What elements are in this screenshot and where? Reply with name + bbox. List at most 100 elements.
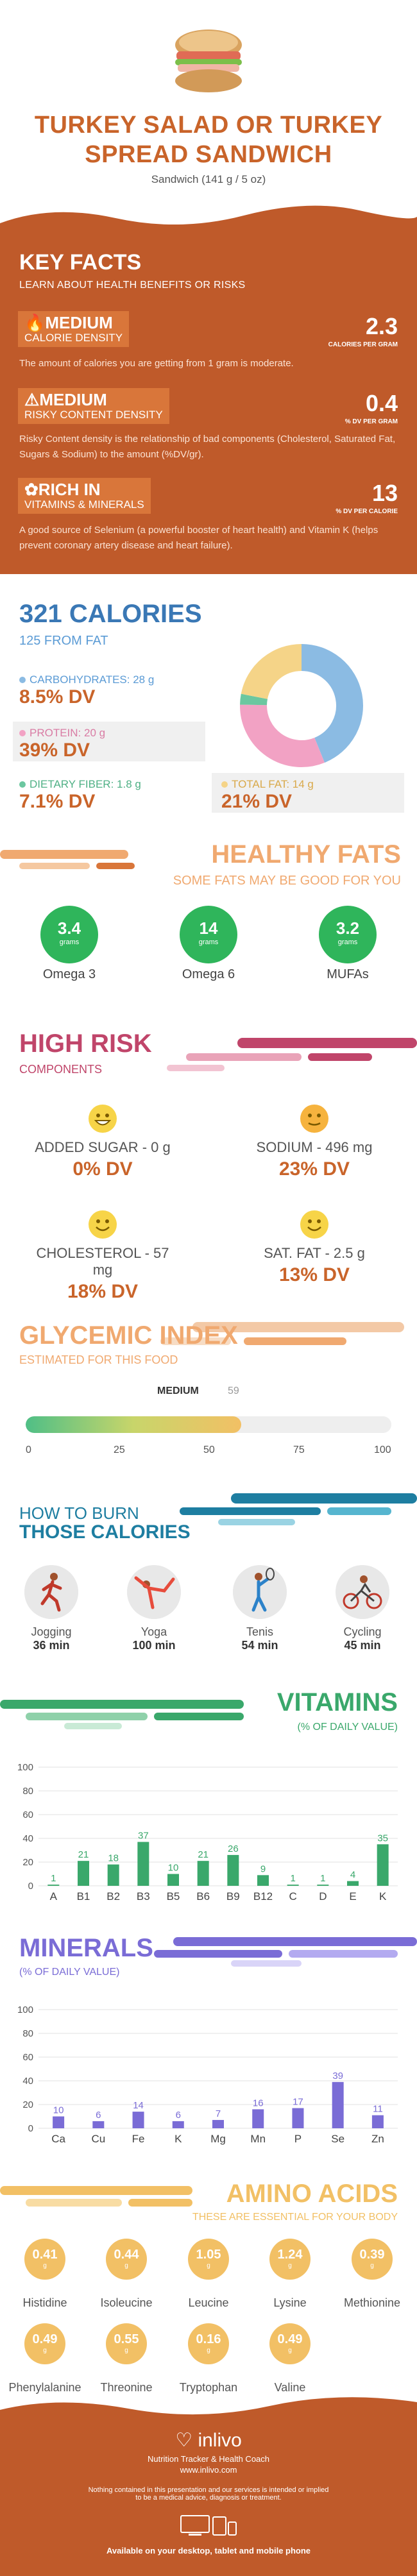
bar-b5	[167, 1874, 179, 1886]
x-tick-label: D	[319, 1890, 327, 1902]
rich-in-tag: ✿RICH IN VITAMINS & MINERALS	[18, 478, 151, 514]
amino-label: Phenylalanine	[8, 2381, 81, 2394]
jogging-icon	[24, 1565, 78, 1619]
x-tick-label: A	[50, 1890, 58, 1902]
bar-a	[47, 1885, 60, 1886]
minerals-divider	[154, 1937, 417, 1967]
rich-in-value: 13	[371, 480, 398, 506]
y-tick-label: 40	[22, 2076, 33, 2087]
x-tick-label: Fe	[132, 2133, 145, 2145]
x-tick-label: Mg	[210, 2133, 226, 2145]
activity-yoga: Yoga 100 min	[115, 1565, 192, 1652]
bar-d	[317, 1885, 329, 1886]
footer: ♡ inlivo Nutrition Tracker & Health Coac…	[0, 2415, 417, 2576]
amino-label: Histidine	[22, 2296, 67, 2309]
x-tick-label: Zn	[371, 2133, 384, 2145]
burn-title-line1: HOW TO BURN	[19, 1504, 139, 1523]
bar-e	[347, 1881, 359, 1886]
calories-title: 321 CALORIES	[19, 600, 202, 628]
bar-ca	[53, 2116, 65, 2128]
amino-histidine: 0.41 g	[24, 2239, 65, 2280]
minerals-title: MINERALS	[19, 1934, 153, 1962]
key-facts-subtitle: LEARN ABOUT HEALTH BENEFITS OR RISKS	[19, 280, 246, 291]
glycemic-tick: 100	[374, 1445, 391, 1455]
calorie-density-tag: 🔥MEDIUM CALORIE DENSITY	[18, 311, 130, 347]
devices-icon	[180, 2515, 237, 2536]
bar-value-label: 37	[138, 1831, 149, 1842]
macro-donut-chart	[240, 644, 363, 767]
bar-mn	[252, 2109, 264, 2128]
risk-cholesterol: CHOLESTEROL - 57 mg 18% DV	[26, 1209, 180, 1303]
footer-logo: ♡ inlivo	[175, 2430, 242, 2451]
y-tick-label: 60	[22, 2052, 33, 2063]
amino-label: Lysine	[273, 2296, 307, 2309]
y-tick-label: 0	[28, 2123, 33, 2134]
vitamins-subtitle: (% OF DAILY VALUE)	[297, 1722, 398, 1733]
rich-in-desc: A good source of Selenium (a powerful bo…	[19, 525, 379, 551]
bar-value-label: 1	[51, 1873, 56, 1884]
bar-value-label: 4	[350, 1870, 355, 1881]
tennis-icon	[233, 1565, 287, 1619]
x-tick-label: P	[294, 2133, 302, 2145]
mufas-label: MUFAs	[327, 967, 369, 981]
glycemic-level: MEDIUM	[157, 1385, 199, 1396]
risk-divider	[167, 1038, 417, 1071]
x-tick-label: B1	[77, 1890, 90, 1902]
bar-b9	[227, 1854, 239, 1886]
key-facts-section: KEY FACTS LEARN ABOUT HEALTH BENEFITS OR…	[0, 225, 417, 574]
bar-value-label: 7	[216, 2108, 221, 2119]
carbs-dot	[19, 677, 26, 683]
fat-band	[212, 773, 404, 813]
bar-b12	[257, 1875, 269, 1886]
macro-carbohydrates: CARBOHYDRATES: 28 g 8.5% DV	[19, 674, 155, 708]
amino-leucine: 1.05 g	[188, 2239, 229, 2280]
bar-value-label: 26	[228, 1843, 239, 1854]
amino-threonine: 0.55 g	[106, 2323, 147, 2364]
activity-tennis: Tenis 54 min	[221, 1565, 298, 1652]
healthy-fats-subtitle: SOME FATS MAY BE GOOD FOR YOU	[173, 874, 401, 888]
bar-value-label: 10	[168, 1863, 179, 1874]
x-tick-label: B12	[253, 1890, 273, 1902]
amino-isoleucine: 0.44 g	[106, 2239, 147, 2280]
bar-value-label: 1	[320, 1873, 325, 1884]
y-tick-label: 100	[17, 1762, 33, 1773]
bar-value-label: 16	[253, 2097, 264, 2108]
glycemic-title: GLYCEMIC INDEX	[19, 1321, 238, 1350]
x-tick-label: Ca	[51, 2133, 65, 2145]
x-tick-label: B6	[196, 1890, 210, 1902]
amino-phenylalanine: 0.49 g	[24, 2323, 65, 2364]
x-tick-label: B9	[226, 1890, 240, 1902]
donut-slice-dietary-fiber	[240, 693, 268, 706]
y-tick-label: 20	[22, 1857, 33, 1868]
bar-value-label: 21	[78, 1849, 89, 1860]
page-title: TURKEY SALAD OR TURKEY SPREAD SANDWICH	[34, 112, 383, 168]
footer-url[interactable]: www.inlivo.com	[180, 2465, 237, 2475]
donut-slice-protein	[240, 704, 325, 767]
bar-value-label: 35	[377, 1833, 388, 1843]
y-tick-label: 20	[22, 2099, 33, 2110]
risk-added-sugar: ADDED SUGAR - 0 g 0% DV	[26, 1103, 180, 1180]
bar-b6	[197, 1861, 209, 1886]
amino-subtitle: THESE ARE ESSENTIAL FOR YOUR BODY	[192, 2212, 398, 2223]
high-risk-subtitle: COMPONENTS	[19, 1063, 103, 1076]
burn-divider	[180, 1493, 417, 1525]
bar-zn	[371, 2115, 384, 2128]
bar-p	[292, 2108, 304, 2128]
amino-lysine: 1.24 g	[269, 2239, 311, 2280]
vitamins-divider	[0, 1700, 244, 1729]
risk-sat-fat: SAT. FAT - 2.5 g 13% DV	[237, 1209, 391, 1286]
omega3-label: Omega 3	[42, 967, 96, 981]
amino-methionine: 0.39 g	[352, 2239, 393, 2280]
x-tick-label: Cu	[91, 2133, 105, 2145]
y-tick-label: 80	[22, 1786, 33, 1797]
footer-disclaimer-2: to be a medical advice, diagnosis or tre…	[135, 2494, 282, 2502]
bar-value-label: 1	[290, 1873, 295, 1884]
donut-slice-total-fat	[241, 644, 302, 700]
minerals-subtitle: (% OF DAILY VALUE)	[19, 1967, 120, 1978]
bar-value-label: 9	[260, 1863, 266, 1874]
risky-content-value: 0.4	[365, 390, 398, 416]
y-tick-label: 80	[22, 2028, 33, 2039]
risky-content-desc: Risky Content density is the relationshi…	[19, 434, 396, 460]
calories-subtitle: 125 FROM FAT	[19, 634, 108, 648]
bar-value-label: 21	[198, 1849, 208, 1860]
